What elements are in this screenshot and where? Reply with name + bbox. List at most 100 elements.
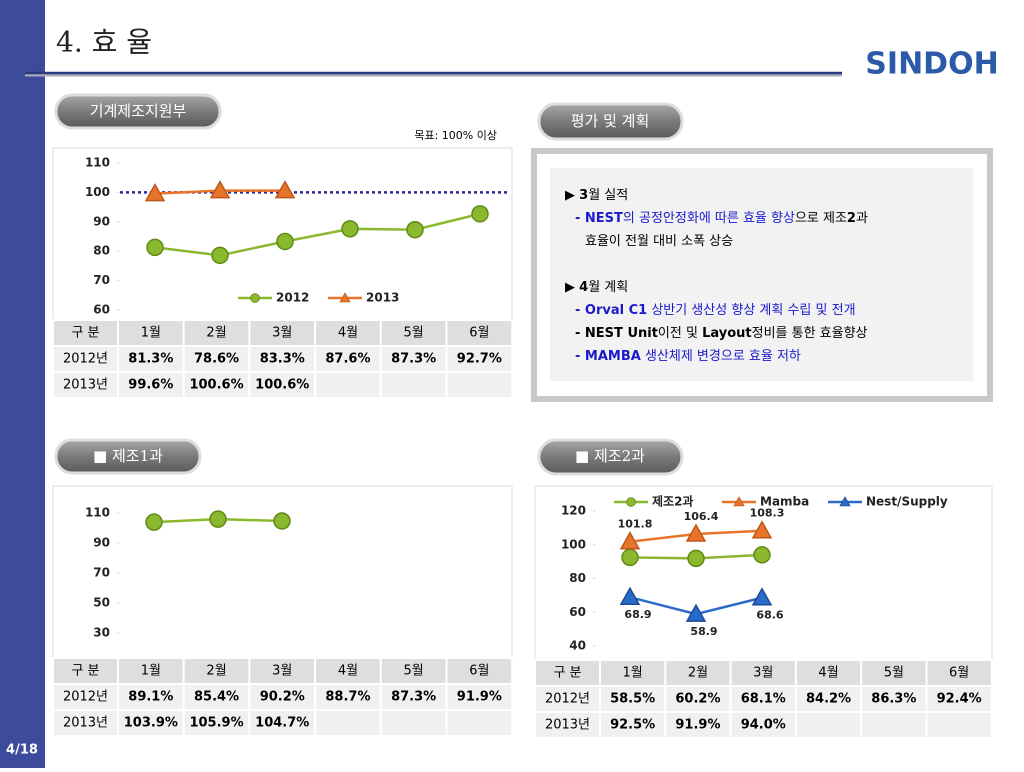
table-cell: [860, 711, 928, 739]
table-value: 104.7%: [255, 716, 309, 731]
table-cell: [445, 319, 514, 347]
pill-label: 기계제조지원부: [90, 102, 187, 120]
table-value: 85.4%: [194, 690, 239, 705]
plan-text: - NEST Unit: [575, 326, 658, 341]
y-tick-label: 60: [93, 303, 110, 317]
y-tick-label: 110: [85, 506, 110, 520]
table-value: 2013년: [545, 718, 590, 733]
table-cell: [729, 659, 797, 687]
table-header: 1월: [141, 664, 161, 679]
legend-marker: [339, 292, 351, 303]
marker: [751, 520, 773, 539]
plan-line: - NEST의 공정안정화에 따른 효율 향상으로 제조2과: [575, 211, 868, 226]
table-header: 2월: [206, 664, 226, 679]
table-cell: [794, 711, 863, 739]
plan-inner: [550, 168, 973, 381]
marker: [753, 546, 771, 564]
table-cell: [314, 371, 382, 399]
table-cell: [182, 683, 251, 711]
plan-text: 정비를 통한 효율향상: [752, 326, 868, 341]
marker: [145, 513, 163, 531]
table-header: 구 분: [71, 326, 99, 341]
logo: SINDOH: [865, 47, 998, 82]
y-tick-label: 70: [93, 273, 110, 287]
table-header: 구 분: [553, 666, 581, 681]
table-value: 92.4%: [937, 692, 982, 707]
table-value: 100.6%: [189, 378, 243, 393]
y-tick-label: 80: [93, 244, 110, 258]
plan-text: - Orval C1: [575, 303, 647, 318]
table-cell: [729, 711, 797, 739]
table-value: 2013년: [63, 716, 108, 731]
table-cell: [925, 659, 993, 687]
plan-text: 으로 제조: [795, 211, 847, 226]
slide-title: 4. 효 율: [56, 26, 152, 59]
plan-text: 4: [579, 280, 588, 295]
y-tick-label: 30: [93, 626, 110, 640]
plan-text: Layout: [702, 326, 752, 341]
marker: [274, 180, 296, 199]
table-cell: [729, 685, 797, 713]
plan-line: - NEST Unit이전 및 Layout정비를 통한 효율향상: [575, 326, 868, 341]
legend-marker: [250, 293, 260, 303]
table-value: 86.3%: [871, 692, 916, 707]
plan-text: 의 공정안정화에 따른 효율 향상: [623, 211, 795, 226]
table-value: 89.1%: [128, 690, 173, 705]
table-cell: [248, 709, 317, 737]
table-cell: [248, 371, 317, 399]
plan-line: - MAMBA 생산체제 변경으로 효율 저하: [575, 349, 801, 364]
data-label: 106.4: [684, 510, 719, 523]
table-cell: [248, 319, 317, 347]
table-value: 92.7%: [457, 352, 502, 367]
legend-label: 제조2과: [652, 494, 693, 509]
table-value: 99.6%: [128, 378, 173, 393]
table-header: 5월: [404, 326, 424, 341]
data-label: 68.9: [624, 608, 651, 621]
pill: [54, 438, 202, 475]
table-cell: [182, 319, 251, 347]
table-value: 2012년: [63, 690, 108, 705]
pill: [537, 102, 684, 141]
table-cell: [445, 657, 514, 685]
plan-text: 상반기 생산성 향상 계획 수립 및 전개: [647, 303, 855, 318]
plan-text: 2: [847, 211, 856, 226]
legend-marker: [839, 496, 851, 507]
legend-marker: [626, 497, 636, 507]
plan-line: 효율이 전월 대비 소폭 상승: [585, 234, 733, 249]
marker: [276, 232, 294, 251]
table-header: 3월: [272, 326, 292, 341]
table-value: 87.6%: [325, 352, 370, 367]
table-value: 2012년: [545, 692, 590, 707]
data-label: 108.3: [750, 507, 785, 520]
marker: [471, 205, 489, 223]
y-tick-label: 110: [85, 156, 110, 170]
marker: [209, 510, 227, 528]
table-value: 100.6%: [255, 378, 309, 393]
marker: [146, 238, 164, 257]
y-tick-label: 40: [569, 639, 586, 653]
table-value: 2012년: [63, 352, 108, 367]
marker: [621, 548, 639, 567]
pill-label: ■ 제조2과: [575, 447, 645, 465]
table-value: 78.6%: [194, 352, 239, 367]
plan-text: - NEST: [575, 211, 623, 226]
plan-text: 생산체제 변경으로 효율 저하: [641, 349, 801, 364]
table-header: 5월: [884, 666, 904, 681]
pill-label: ■ 제조1과: [93, 447, 163, 465]
table-cell: [445, 345, 514, 373]
marker: [341, 220, 359, 238]
table-cell: [248, 657, 317, 685]
marker: [144, 183, 166, 202]
table-value: 105.9%: [189, 716, 243, 731]
legend-marker: [733, 496, 745, 507]
marker: [751, 587, 773, 606]
table-cell: [925, 711, 993, 739]
data-label: 68.6: [756, 609, 783, 622]
table-value: 91.9%: [675, 718, 720, 733]
table-value: 88.7%: [325, 690, 370, 705]
table-value: 68.1%: [741, 692, 786, 707]
data-label: 101.8: [618, 518, 653, 531]
table-value: 103.9%: [124, 716, 178, 731]
marker: [211, 246, 229, 265]
